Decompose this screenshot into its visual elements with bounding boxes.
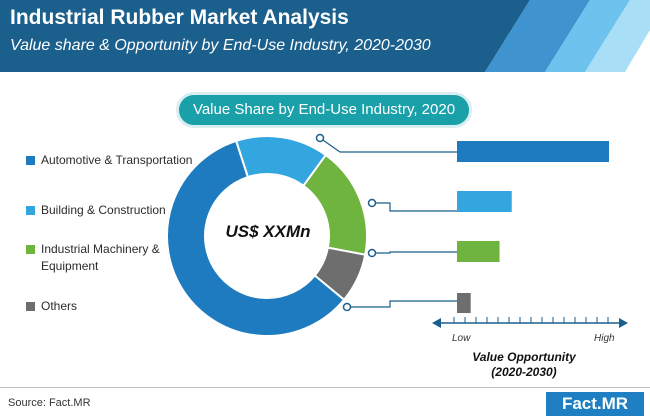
page-subtitle: Value share & Opportunity by End-Use Ind…: [10, 37, 431, 54]
axis-tick-label-low: Low: [452, 333, 471, 344]
donut-chart-title: Value Share by End-Use Industry, 2020: [176, 92, 472, 128]
leader-dot-building: [367, 198, 377, 208]
brand-logo: Fact.MR: [546, 392, 644, 416]
legend-swatch-automotive: [26, 156, 35, 165]
bar-automotive: [457, 141, 609, 162]
header-background: [0, 0, 650, 72]
bar-industrial: [457, 241, 500, 262]
x-axis-title: Value Opportunity (2020-2030): [472, 350, 576, 379]
bar-building: [457, 191, 512, 212]
legend-item-industrial: Industrial Machinery & Equipment: [26, 241, 191, 275]
legend-swatch-industrial: [26, 245, 35, 254]
legend-item-automotive: Automotive & Transportation: [26, 152, 211, 169]
header-stripe-3: [585, 0, 650, 72]
axis-arrow-right: [619, 318, 628, 328]
header-banner: Industrial Rubber Market Analysis Value …: [0, 0, 650, 72]
legend-label-industrial: Industrial Machinery & Equipment: [41, 242, 160, 273]
legend-swatch-building: [26, 206, 35, 215]
page-title: Industrial Rubber Market Analysis: [10, 6, 349, 29]
leader-line-building: [372, 202, 457, 212]
leader-line-industrial: [372, 251, 457, 254]
legend-item-others: Others: [26, 298, 211, 315]
legend-label-building: Building & Construction: [41, 203, 166, 217]
legend-label-others: Others: [41, 299, 78, 313]
leader-dot-automotive: [315, 133, 325, 143]
footer-divider: [0, 387, 650, 388]
header-stripe-2: [545, 0, 630, 72]
donut-slice-automotive: [166, 139, 346, 337]
bar-others: [457, 293, 471, 313]
leader-dot-industrial: [367, 248, 377, 258]
legend-item-building: Building & Construction: [26, 202, 211, 219]
header-stripe-1: [485, 0, 590, 72]
axis-arrow-left: [432, 318, 441, 328]
donut-center-label: US$ XXMn: [225, 222, 311, 241]
leader-line-automotive: [319, 137, 457, 153]
leader-line-others: [347, 300, 457, 308]
axis-tick-label-high: High: [594, 333, 615, 344]
header-dark-band: [0, 0, 530, 72]
legend-label-automotive: Automotive & Transportation: [41, 153, 193, 167]
legend-swatch-others: [26, 302, 35, 311]
leader-dot-others: [342, 302, 352, 312]
source-text: Source: Fact.MR: [8, 397, 91, 409]
